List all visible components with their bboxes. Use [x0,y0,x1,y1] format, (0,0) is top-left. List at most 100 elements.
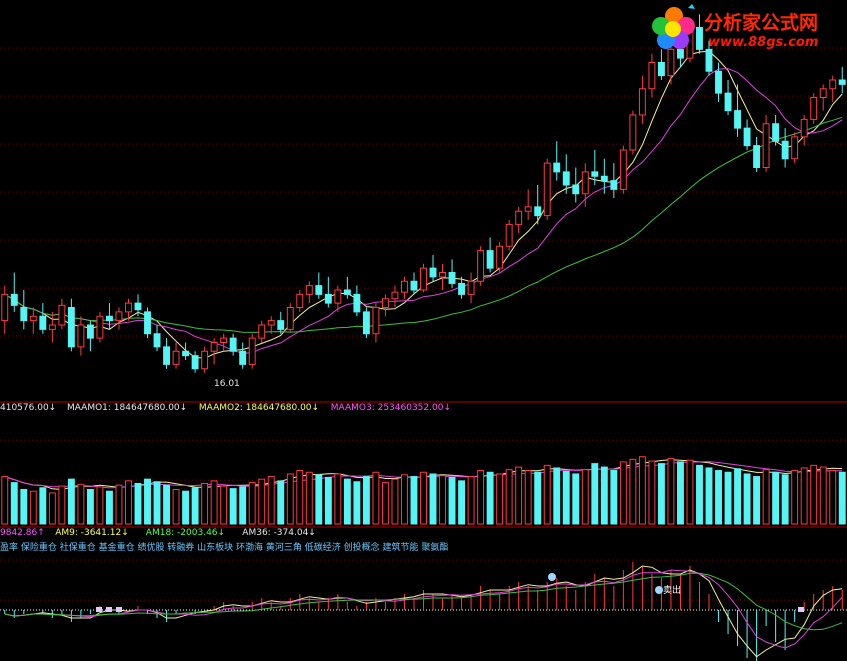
candle-body [648,62,656,90]
volume-bar [58,485,66,525]
volume-bar [372,471,380,525]
volume-bar [10,482,18,525]
volume-bar [29,490,37,525]
candle-body [39,315,47,330]
volume-bar [458,480,466,525]
volume-bar [134,482,142,525]
candle-body [581,171,589,195]
volume-bar [448,476,456,525]
candle-body [362,311,370,335]
candle-body [505,223,513,247]
concept-tags: 盈率 保险重仓 社保重仓 基金重仓 绩优股 转融券 山东板块 环渤海 黄河三角 … [0,543,449,553]
volume-bar [791,470,799,525]
volume-bar [267,476,275,525]
volume-bar [800,467,808,525]
sell-marker-label: 卖出 [663,586,682,596]
volume-bar [534,471,542,525]
candle-body [543,162,551,217]
volume-bar [543,464,551,525]
volume-bar [172,489,180,525]
volume-bar [696,464,703,525]
candle-body [305,285,313,295]
volume-bar [591,463,599,525]
volume-bar [686,459,694,525]
volume-bar [439,475,446,525]
candle-body [667,48,675,77]
candle-body [163,346,170,365]
candle-body [229,337,237,352]
candle-body [458,282,466,295]
volume-bar [105,490,113,525]
candle-body [619,149,627,190]
volume-bar [324,476,332,525]
candle-body [343,289,351,295]
candle-body [743,127,751,147]
candle-body [819,88,827,98]
volume-bar [239,486,247,525]
candle-body [191,355,199,370]
volume-bar [667,457,675,525]
volume-bar [201,482,209,525]
volume-bar [486,471,494,525]
volume-bar [381,482,389,525]
candle-body [277,320,285,330]
am36-line [4,572,843,631]
candle-body [467,280,475,295]
volume-bar [191,487,199,525]
candle-body [315,285,323,295]
candle-body [534,206,542,217]
volume-bar [410,476,418,525]
signal-square [798,607,804,612]
volume-bars [1,456,846,525]
candle-body [48,324,56,330]
volume-header-item: MAAMO3: 253460352.00↓ [330,403,451,413]
am18-line [4,569,843,649]
candle-body [810,97,818,120]
candle-body [144,311,151,335]
candle-body [829,79,837,90]
signal-square [96,607,102,612]
candle-body [210,342,218,352]
indicator-header-item: 9842.86↑ [0,528,45,538]
candle-body [524,206,532,212]
volume-bar [677,461,684,525]
volume-bar [753,476,761,525]
signal-dot [655,586,663,594]
candle-body [420,267,427,291]
candle-body [572,184,580,195]
candle-body [753,145,761,168]
volume-bar [838,471,846,525]
candle-body [677,48,684,59]
volume-bar [762,469,770,525]
volume-bar [353,481,361,525]
volume-bar [286,473,294,525]
volume-bar [305,471,313,525]
volume-bar [581,469,589,525]
volume-bar [638,456,646,525]
volume-bar [705,467,713,525]
candle-body [258,324,266,339]
candle-body [791,136,799,160]
indicator-header-item: AM9: -3641.12↓ [55,528,129,538]
watermark-url: www.88gs.com [708,35,819,50]
candle-body [477,250,485,282]
candle-body [591,171,599,177]
candle-body [838,79,846,85]
volume-bar [562,470,570,525]
volume-bar [401,474,408,525]
volume-bar [296,470,304,525]
volume-bar [210,480,218,525]
volume-bar [163,484,170,525]
candle-body [105,315,113,322]
indicator-header-item: AM36: -374.04↓ [242,528,316,538]
candle-body [153,333,161,348]
volume-bar [20,489,28,525]
volume-bar [77,483,85,525]
volume-bar [258,478,266,525]
volume-bar [220,485,228,525]
volume-bar [734,468,742,525]
volume-bar [125,480,132,525]
candle-body [324,293,332,304]
candle-body [58,304,66,326]
